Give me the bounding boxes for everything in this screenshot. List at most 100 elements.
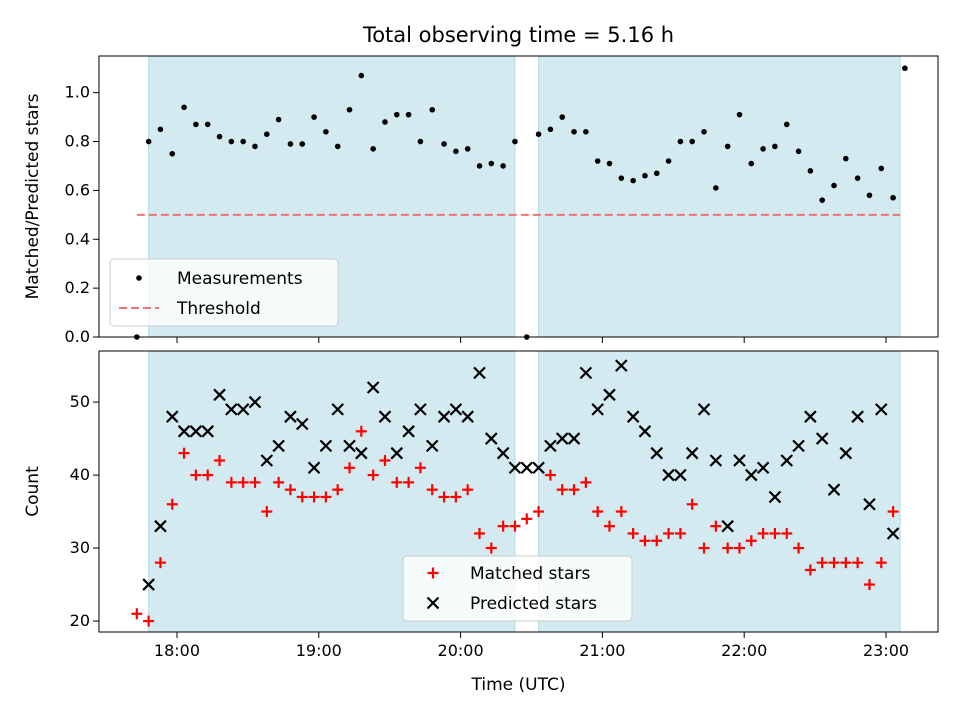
predicted-star-point — [733, 454, 746, 467]
marker-stroke — [638, 425, 652, 438]
measurements-legend-marker — [136, 275, 142, 281]
marker-stroke — [626, 410, 640, 423]
measurement-point — [843, 155, 849, 162]
marker-stroke — [780, 454, 794, 467]
marker-stroke — [414, 403, 427, 416]
matched-star-point — [450, 491, 462, 503]
ratio-panel: 0.0 0.2 0.4 0.6 0.8 1.0 Total observing time … — [23, 23, 939, 346]
measurement-point — [193, 121, 199, 128]
measurement-point — [606, 160, 613, 167]
count-panel: 20 30 40 50 18:00 19:00 20:00 21:00 22:00 23:00 C… — [23, 350, 939, 695]
predicted-star-point — [461, 410, 474, 423]
observing-interval — [538, 55, 901, 338]
matched-star-point — [202, 469, 214, 481]
marker-stroke — [756, 461, 770, 475]
marker-stroke — [792, 439, 805, 453]
predicted-star-point — [248, 395, 262, 409]
predicted-star-point — [319, 439, 333, 453]
x-tick-label: 19:00 — [296, 641, 342, 660]
matched-star-point — [178, 447, 190, 459]
predicted-star-point — [804, 410, 817, 423]
measurement-point — [807, 168, 814, 174]
measurement-point — [630, 177, 636, 184]
marker-stroke — [674, 468, 687, 482]
measurement-point — [252, 143, 258, 150]
measurement-point — [181, 104, 187, 111]
measurement-point — [819, 197, 825, 203]
marker-stroke — [745, 468, 758, 482]
x-tick-label: 21:00 — [579, 641, 625, 660]
predicted-star-point — [496, 446, 510, 460]
measurement-point — [618, 175, 625, 181]
matched-star-point — [745, 535, 757, 547]
measurement-point — [370, 146, 376, 152]
measurement-point — [228, 138, 235, 145]
x-tick-label: 20:00 — [438, 641, 484, 660]
measurement-point — [157, 126, 164, 133]
x-tick-label: 18:00 — [154, 641, 200, 660]
predicted-star-point — [851, 410, 864, 423]
marker-stroke — [839, 446, 853, 460]
predicted-star-point — [177, 425, 191, 438]
observing-intervals — [148, 55, 901, 338]
marker-stroke — [697, 403, 711, 416]
measurement-point — [701, 128, 707, 135]
measurement-point — [724, 143, 731, 150]
count-y-axis-label: Count — [23, 466, 43, 517]
predicted-star-point — [295, 417, 309, 431]
measurement-point — [583, 128, 589, 135]
measurement-point — [689, 138, 696, 145]
marker-stroke — [485, 432, 498, 445]
predicted-star-point — [343, 439, 356, 453]
matched-star-point — [131, 608, 143, 620]
marker-stroke — [248, 395, 262, 409]
matched-star-point — [533, 506, 545, 518]
predicted-star-point — [685, 446, 699, 460]
ratio-legend-box — [109, 258, 339, 327]
marker-stroke — [343, 439, 356, 453]
predicted-star-point — [165, 410, 179, 423]
predicted-star-point — [201, 425, 214, 438]
predicted-star-point — [745, 468, 758, 482]
predicted-star-point — [863, 497, 876, 511]
predicted-star-point — [815, 432, 829, 445]
matched-star-point — [757, 527, 769, 539]
predicted-star-point — [579, 366, 593, 380]
predicted-star-point — [508, 461, 522, 475]
measurement-point — [405, 111, 412, 118]
predicted-star-point — [886, 527, 900, 540]
matched-star-point — [367, 469, 379, 481]
measurement-point — [240, 138, 246, 145]
predicted-star-point — [567, 432, 581, 445]
matched-star-point — [793, 542, 805, 554]
y-tick-label: 50 — [70, 392, 90, 411]
measurement-point — [346, 106, 353, 113]
matched-star-point — [627, 527, 639, 539]
measurement-point — [665, 158, 672, 164]
predicted-star-point — [473, 366, 486, 380]
matched-star-point — [887, 506, 899, 518]
marker-stroke — [804, 410, 817, 423]
measurement-point — [512, 138, 518, 145]
measurement-point — [287, 141, 294, 147]
predicted-star-point — [307, 461, 321, 475]
matched-star-point — [438, 491, 450, 503]
measurement-point — [216, 133, 223, 140]
matched-star-point — [320, 491, 332, 503]
matched-star-point — [391, 476, 403, 488]
measurement-point — [677, 138, 684, 145]
matched-star-point — [414, 462, 426, 474]
predicted-star-point — [154, 519, 167, 533]
predicted-star-point — [366, 381, 380, 394]
predicted-star-point — [650, 446, 664, 460]
predicted-star-point — [225, 403, 238, 416]
matched-star-point — [852, 557, 864, 569]
matched-star-point — [190, 469, 202, 481]
count-axis-ticks: 20 30 40 50 18:00 19:00 20:00 21:00 22:00 23:00 — [70, 392, 909, 660]
marker-stroke — [165, 410, 179, 423]
y-tick-label: 40 — [70, 465, 90, 484]
matched-star-point — [804, 564, 816, 576]
measurement-point — [464, 146, 471, 152]
marker-stroke — [319, 439, 333, 453]
matched-stars-points — [131, 425, 899, 627]
